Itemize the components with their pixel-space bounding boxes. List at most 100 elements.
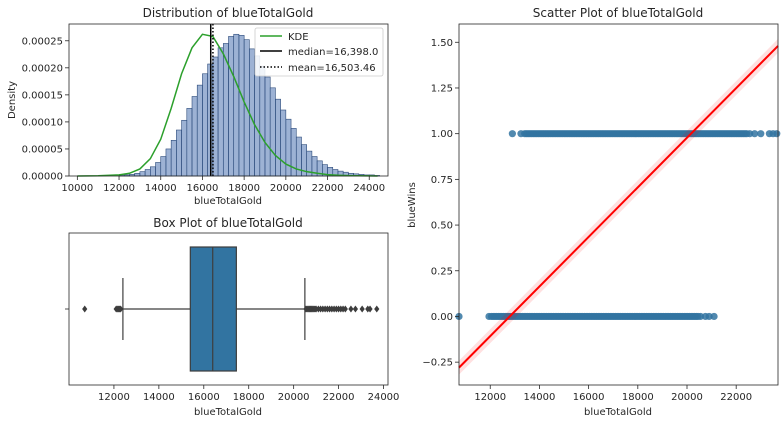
- scatter-x-tick-label: 16000: [573, 392, 605, 403]
- histogram-bar: [275, 98, 281, 177]
- histogram-bar: [238, 35, 245, 177]
- histogram-x-tick-label: 12000: [103, 183, 135, 194]
- histogram-x-tick-label: 24000: [353, 183, 385, 194]
- histogram-bar: [249, 48, 255, 177]
- scatter-point: [773, 130, 781, 138]
- histogram-x-label: blueTotalGold: [194, 196, 262, 207]
- histogram-y-tick-label: 0.00005: [22, 144, 63, 155]
- boxplot-x-tick-label: 14000: [143, 392, 175, 403]
- scatter-point: [508, 130, 516, 138]
- outlier-point: [374, 305, 380, 313]
- histogram-y-tick-label: 0.00000: [22, 172, 63, 183]
- histogram-bar: [191, 96, 198, 177]
- histogram-bar: [280, 109, 287, 177]
- histogram-bar: [139, 171, 146, 177]
- histogram-x-tick-label: 16000: [187, 183, 219, 194]
- scatter-panel: Scatter Plot of blueTotalGold 12000 14000…: [407, 6, 781, 418]
- histogram-panel: Distribution of blueTotalGold 10000 12000…: [7, 6, 389, 207]
- histogram-bar: [181, 119, 188, 177]
- boxplot-x-ticks: 12000 14000 16000 18000 20000 22000 24000: [98, 385, 399, 403]
- boxplot-x-tick-label: 22000: [323, 392, 355, 403]
- histogram-bar: [285, 118, 292, 177]
- histogram-x-tick-label: 18000: [228, 183, 260, 194]
- scatter-point: [517, 130, 525, 138]
- scatter-y-tick-label: 0.00: [431, 312, 453, 323]
- kde-line: [77, 33, 378, 177]
- histogram-y-tick-label: 0.00010: [22, 117, 63, 128]
- outlier-point: [82, 305, 88, 313]
- scatter-y-tick-label: −0.25: [422, 358, 453, 369]
- scatter-frame: [458, 23, 779, 386]
- legend-box: [254, 27, 384, 77]
- histogram-bar: [176, 129, 182, 177]
- scatter-point: [696, 312, 705, 321]
- boxplot-panel: Box Plot of blueTotalGold 12000 14000 1600…: [65, 216, 399, 418]
- regression-layer: [458, 38, 779, 375]
- scatter-x-tick-label: 22000: [720, 392, 752, 403]
- outlier-point: [367, 305, 373, 313]
- histogram-bar: [196, 84, 203, 177]
- scatter-point: [705, 312, 713, 321]
- histogram-y-tick-label: 0.00020: [22, 63, 63, 74]
- histogram-bar: [144, 169, 151, 177]
- histogram-bar: [160, 156, 167, 177]
- boxplot-x-tick-label: 20000: [278, 392, 310, 403]
- legend-kde-label: KDE: [288, 32, 309, 43]
- histogram-x-ticks: 10000 12000 14000 16000 18000 20000 22000 24000: [61, 176, 385, 194]
- boxplot-x-label: blueTotalGold: [194, 407, 262, 418]
- scatter-x-tick-label: 20000: [671, 392, 703, 403]
- histogram-bars: [118, 33, 380, 177]
- outlier-point: [352, 305, 359, 313]
- histogram-bar: [264, 76, 271, 177]
- scatter-points: [455, 130, 781, 321]
- histogram-frame: [68, 23, 389, 177]
- boxplot-x-tick-label: 24000: [368, 392, 400, 403]
- histogram-x-tick-label: 22000: [312, 183, 344, 194]
- histogram-y-tick-label: 0.00015: [22, 90, 63, 101]
- histogram-bar: [134, 172, 141, 177]
- histogram-bar: [165, 148, 172, 177]
- outlier-point: [342, 305, 348, 313]
- histogram-bar: [269, 87, 276, 177]
- scatter-y-tick-label: 0.50: [431, 221, 453, 232]
- histogram-x-tick-label: 20000: [270, 183, 302, 194]
- histogram-x-tick-label: 10000: [61, 183, 93, 194]
- regression-line: [458, 45, 779, 369]
- scatter-point: [751, 130, 759, 138]
- boxplot-x-tick-label: 16000: [188, 392, 220, 403]
- scatter-title: Scatter Plot of blueTotalGold: [533, 6, 703, 20]
- scatter-y-label: blueWins: [407, 182, 418, 228]
- scatter-x-tick-label: 12000: [474, 392, 506, 403]
- scatter-x-label: blueTotalGold: [584, 407, 652, 418]
- histogram-bar: [202, 73, 208, 177]
- box-iqr: [189, 246, 237, 372]
- histogram-bar: [150, 166, 156, 177]
- scatter-y-tick-label: 1.00: [431, 129, 453, 140]
- kde-layer: [77, 33, 378, 177]
- scatter-point: [710, 312, 718, 321]
- scatter-point: [746, 130, 754, 138]
- outlier-point: [348, 305, 354, 313]
- boxplot-x-tick-label: 18000: [233, 392, 265, 403]
- scatter-x-tick-label: 14000: [524, 392, 556, 403]
- histogram-bar: [217, 47, 224, 177]
- histogram-y-label: Density: [7, 81, 18, 119]
- histogram-bar: [259, 65, 266, 177]
- histogram-bar: [186, 108, 193, 177]
- legend-mean-label: mean=16,503.46: [288, 63, 376, 74]
- boxplot-title: Box Plot of blueTotalGold: [153, 216, 303, 230]
- histogram-bar: [170, 139, 177, 177]
- reference-lines: [209, 24, 214, 176]
- scatter-y-tick-label: 1.25: [431, 83, 453, 94]
- scatter-point: [757, 130, 765, 138]
- scatter-y-tick-label: 1.50: [431, 38, 453, 49]
- scatter-x-tick-label: 18000: [622, 392, 654, 403]
- outlier-point: [118, 305, 124, 313]
- legend-median-label: median=16,398.0: [288, 47, 378, 58]
- scatter-x-ticks: 12000 14000 16000 18000 20000 22000: [474, 385, 752, 403]
- histogram-title: Distribution of blueTotalGold: [143, 6, 314, 20]
- histogram-y-ticks: 0.00000 0.00005 0.00010 0.00015 0.00020 0.000…: [22, 36, 69, 183]
- scatter-y-tick-label: 0.75: [431, 175, 453, 186]
- histogram-bar: [228, 36, 235, 177]
